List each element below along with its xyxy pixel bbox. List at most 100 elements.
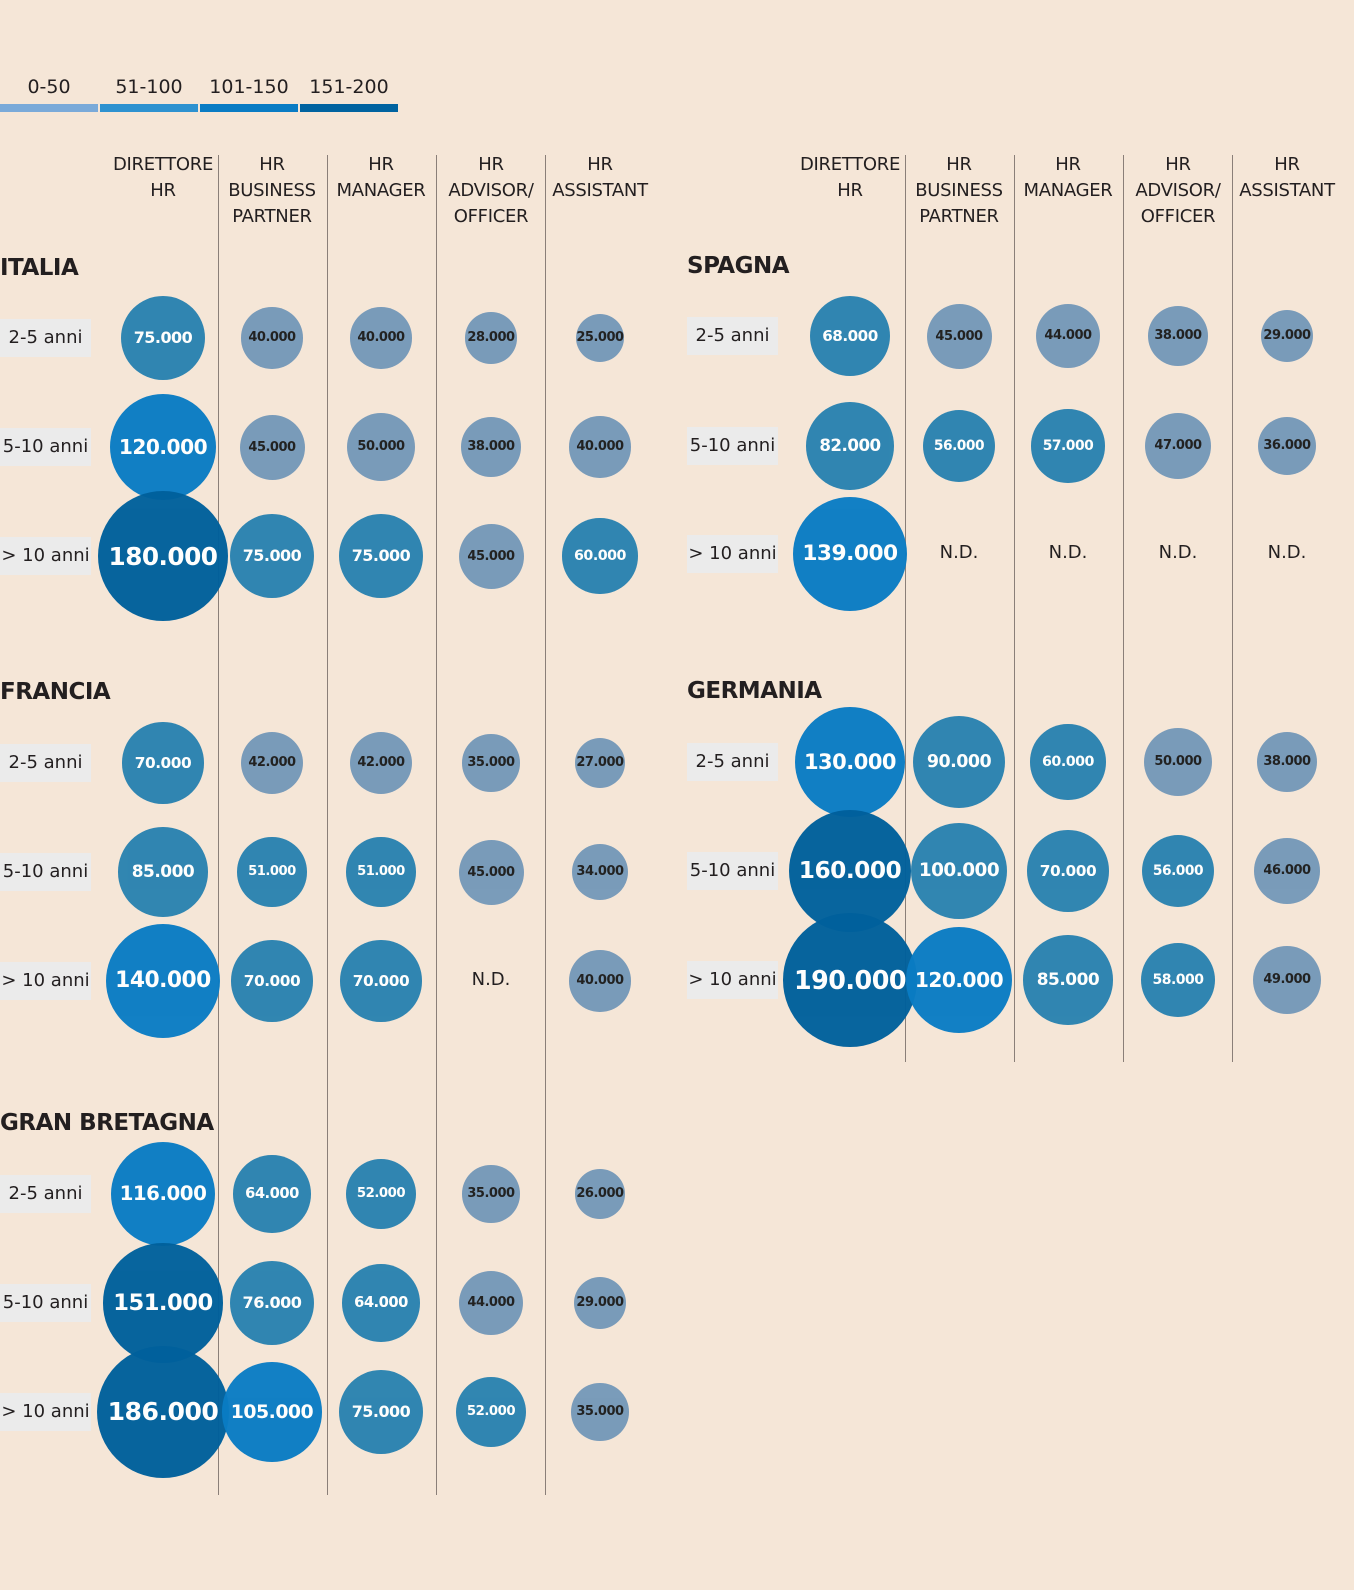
legend-label: 0-50 xyxy=(27,76,71,98)
row-label: 5-10 anni xyxy=(0,428,91,466)
data-bubble: 70.000 xyxy=(340,940,422,1022)
data-bubble: 90.000 xyxy=(913,716,1005,808)
column-header: HR BUSINESS PARTNER xyxy=(228,154,316,227)
country-title: SPAGNA xyxy=(687,253,790,279)
row-label: 2-5 anni xyxy=(0,1175,91,1213)
data-bubble: 64.000 xyxy=(342,1264,420,1342)
column-header: DIRETTORE HR xyxy=(112,154,214,201)
column-header: HR ADVISOR/OFFICER xyxy=(448,154,534,227)
data-bubble: 139.000 xyxy=(792,496,908,612)
data-bubble: 64.000 xyxy=(233,1155,311,1233)
row-label: 2-5 anni xyxy=(0,319,91,357)
data-bubble: 34.000 xyxy=(571,843,629,901)
data-bubble: 40.000 xyxy=(350,307,412,369)
row-label: 2-5 anni xyxy=(0,744,91,782)
column-divider xyxy=(436,155,437,1495)
data-bubble: 186.000 xyxy=(96,1345,230,1479)
data-bubble: 52.000 xyxy=(346,1159,416,1229)
data-bubble: 46.000 xyxy=(1254,838,1320,904)
data-bubble: 50.000 xyxy=(346,412,416,482)
data-bubble: 85.000 xyxy=(118,827,208,917)
row-label: > 10 anni xyxy=(0,962,91,1000)
data-bubble: 38.000 xyxy=(1148,306,1208,366)
data-bubble: 75.000 xyxy=(230,514,314,598)
data-bubble: 42.000 xyxy=(240,731,304,795)
data-bubble: 44.000 xyxy=(458,1270,524,1336)
missing-value: N.D. xyxy=(1267,542,1307,563)
data-bubble: 180.000 xyxy=(98,491,228,621)
data-bubble: 75.000 xyxy=(339,1370,423,1454)
column-divider xyxy=(1232,155,1233,1062)
data-bubble: 40.000 xyxy=(569,950,631,1012)
column-header: HR ASSISTANT xyxy=(552,154,648,201)
data-bubble: 75.000 xyxy=(121,296,205,380)
data-bubble: 60.000 xyxy=(562,518,638,594)
data-bubble: 40.000 xyxy=(569,416,631,478)
data-bubble: 70.000 xyxy=(122,722,204,804)
row-label: 5-10 anni xyxy=(0,853,91,891)
data-bubble: 130.000 xyxy=(794,706,906,818)
legend-swatch xyxy=(300,104,398,112)
column-header: HR ADVISOR/OFFICER xyxy=(1135,154,1221,227)
column-divider xyxy=(218,155,219,1495)
data-bubble: 38.000 xyxy=(1257,732,1317,792)
data-bubble: 151.000 xyxy=(103,1243,223,1363)
data-bubble: 27.000 xyxy=(574,737,626,789)
column-divider xyxy=(545,155,546,1495)
data-bubble: 44.000 xyxy=(1035,303,1101,369)
column-header: DIRETTORE HR xyxy=(799,154,901,201)
data-bubble: 51.000 xyxy=(346,837,416,907)
data-bubble: 70.000 xyxy=(1027,830,1109,912)
row-label: > 10 anni xyxy=(0,537,91,575)
data-bubble: 35.000 xyxy=(462,734,520,792)
data-bubble: 49.000 xyxy=(1253,946,1321,1014)
data-bubble: 51.000 xyxy=(237,837,307,907)
data-bubble: 45.000 xyxy=(458,523,524,589)
missing-value: N.D. xyxy=(939,542,979,563)
data-bubble: 57.000 xyxy=(1031,409,1105,483)
data-bubble: 58.000 xyxy=(1141,943,1215,1017)
data-bubble: 40.000 xyxy=(241,307,303,369)
legend-label: 51-100 xyxy=(115,76,183,98)
data-bubble: 76.000 xyxy=(229,1260,315,1346)
data-bubble: 82.000 xyxy=(806,402,894,490)
country-title: FRANCIA xyxy=(0,679,111,705)
data-bubble: 140.000 xyxy=(105,923,221,1039)
data-bubble: 25.000 xyxy=(575,313,625,363)
column-divider xyxy=(1123,155,1124,1062)
data-bubble: 50.000 xyxy=(1143,727,1213,797)
data-bubble: 47.000 xyxy=(1144,412,1212,480)
data-bubble: 56.000 xyxy=(1141,834,1215,908)
legend-label: 101-150 xyxy=(209,76,289,98)
data-bubble: 28.000 xyxy=(465,312,517,364)
column-divider xyxy=(905,155,906,1062)
column-header: HR MANAGER xyxy=(336,154,426,201)
data-bubble: 45.000 xyxy=(239,414,305,480)
row-label: 2-5 anni xyxy=(687,743,778,781)
data-bubble: 116.000 xyxy=(110,1141,216,1247)
data-bubble: 38.000 xyxy=(461,417,521,477)
data-bubble: 45.000 xyxy=(926,303,992,369)
data-bubble: 120.000 xyxy=(109,393,217,501)
data-bubble: 60.000 xyxy=(1030,724,1106,800)
data-bubble: 190.000 xyxy=(783,913,917,1047)
missing-value: N.D. xyxy=(1158,542,1198,563)
data-bubble: 52.000 xyxy=(456,1377,526,1447)
data-bubble: 35.000 xyxy=(571,1383,629,1441)
legend-swatch xyxy=(100,104,198,112)
row-label: 2-5 anni xyxy=(687,317,778,355)
column-header: HR BUSINESS PARTNER xyxy=(915,154,1003,227)
data-bubble: 26.000 xyxy=(575,1169,625,1219)
row-label: > 10 anni xyxy=(687,535,778,573)
column-header: HR ASSISTANT xyxy=(1239,154,1335,201)
data-bubble: 120.000 xyxy=(905,926,1013,1034)
data-bubble: 29.000 xyxy=(1260,309,1314,363)
data-bubble: 70.000 xyxy=(231,940,313,1022)
missing-value: N.D. xyxy=(471,969,511,990)
column-divider xyxy=(1014,155,1015,1062)
data-bubble: 56.000 xyxy=(922,409,996,483)
row-label: 5-10 anni xyxy=(687,852,778,890)
legend-swatch xyxy=(200,104,298,112)
data-bubble: 42.000 xyxy=(349,731,413,795)
country-title: ITALIA xyxy=(0,255,79,281)
